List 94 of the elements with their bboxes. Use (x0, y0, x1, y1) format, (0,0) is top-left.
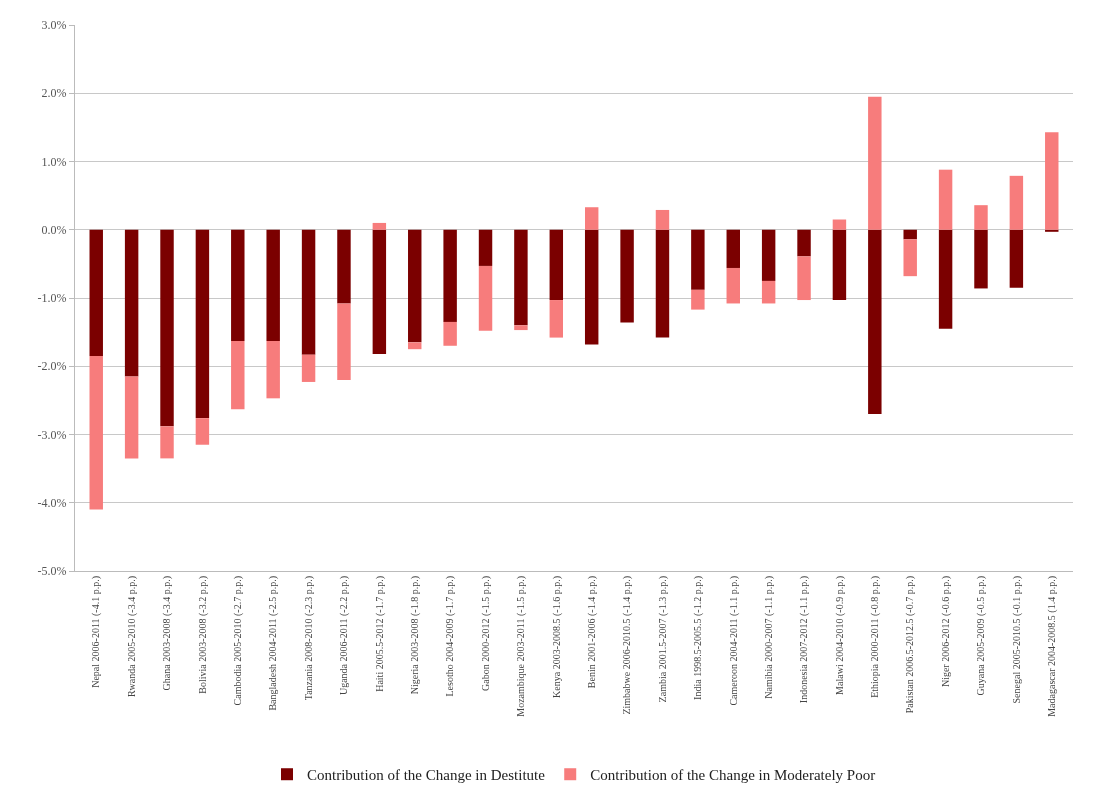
bar (584, 207, 599, 230)
x-tick-label: India 1998.5-2005.5 (-1.2 p.p.) (692, 576, 705, 700)
x-tick-label: Bangladesh 2004-2011 (-2.5 p.p.) (267, 576, 280, 711)
bar (691, 289, 705, 310)
bar (372, 229, 387, 354)
bar (938, 229, 953, 329)
x-tick-label: Gabon 2000-2012 (-1.5 p.p.) (479, 576, 492, 691)
bar (620, 229, 634, 323)
legend-label: Contribution of the Change in Moderately Poor (590, 767, 876, 784)
x-tick-label: Guyana 2005-2009 (-0.5 p.p.) (975, 576, 988, 696)
bar (726, 267, 740, 304)
bar (974, 229, 988, 289)
bar (549, 229, 564, 301)
y-tick-label: 1.0% (41, 154, 67, 169)
bar (761, 280, 776, 304)
bar (1009, 229, 1024, 288)
bar (160, 229, 174, 427)
bar (691, 229, 705, 290)
bar (337, 229, 351, 304)
x-tick-label: Niger 2006-2012 (-0.6 p.p.) (939, 576, 952, 688)
bar (266, 341, 280, 399)
x-tick-label: Ethiopia 2000-2011 (-0.8 p.p.) (869, 576, 882, 698)
bar (195, 229, 210, 419)
bar (797, 229, 811, 257)
bar (514, 325, 528, 331)
y-tick-label: -1.0% (37, 291, 67, 306)
x-tick-label: Cameroon 2004-2011 (-1.1 p.p.) (727, 576, 740, 706)
x-tick-label: Uganda 2006-2011 (-2.2 p.p.) (338, 576, 351, 696)
x-tick-label: Bolivia 2003-2008 (-3.2 p.p.) (196, 576, 209, 694)
x-tick-label: Senegal 2005-2010.5 (-0.1 p.p.) (1010, 576, 1023, 704)
x-tick-label: Malawi 2004-2010 (-0.9 p.p.) (833, 576, 846, 695)
bar (478, 265, 493, 331)
x-tick-label: Benin 2001-2006 (-1.4 p.p.) (585, 576, 598, 689)
bar (231, 229, 245, 341)
bar (124, 229, 139, 377)
bar (868, 96, 882, 230)
bar (868, 229, 882, 415)
y-tick-label: -2.0% (37, 359, 67, 374)
bar (372, 222, 387, 230)
bar (726, 229, 740, 268)
bar (797, 256, 811, 301)
x-tick-label: Haiti 2005.5-2012 (-1.7 p.p.) (373, 576, 386, 692)
bar (443, 229, 457, 322)
legend-label: Contribution of the Change in Destitute (307, 767, 546, 784)
bar (1009, 175, 1024, 230)
bar (301, 229, 316, 355)
bar (514, 229, 528, 326)
bar (832, 229, 847, 301)
x-tick-label: Ghana 2003-2008 (-3.4 p.p.) (161, 576, 174, 691)
bar (124, 376, 139, 459)
bar (655, 229, 670, 338)
bar (160, 426, 174, 459)
bar (195, 418, 210, 445)
bar (903, 229, 917, 240)
x-tick-label: Lesotho 2004-2009 (-1.7 p.p.) (444, 576, 457, 697)
bar (1045, 229, 1059, 232)
bar (89, 356, 103, 510)
x-tick-label: Cambodia 2005-2010 (-2.7 p.p.) (232, 576, 245, 706)
bar (1045, 132, 1059, 230)
bar (443, 321, 457, 346)
bar (408, 229, 422, 343)
x-tick-label: Pakistan 2006.5-2012.5 (-0.7 p.p.) (904, 576, 917, 714)
bar (655, 209, 670, 230)
bar (266, 229, 280, 341)
x-tick-label: Tanzania 2008-2010 (-2.3 p.p.) (302, 576, 315, 701)
x-tick-label: Nepal 2006-2011 (-4.1 p.p.) (90, 576, 103, 688)
y-tick-label: -5.0% (37, 564, 67, 579)
bar (408, 342, 422, 350)
x-tick-label: Zimbabwe 2006-2010.5 (-1.4 p.p.) (621, 576, 634, 715)
bar (337, 303, 351, 380)
bar (938, 169, 953, 230)
x-tick-label: Kenya 2003-2008.5 (-1.6 p.p.) (550, 576, 563, 698)
x-tick-label: Zambia 2001.5-2007 (-1.3 p.p.) (656, 576, 669, 703)
x-tick-label: Indonesia 2007-2012 (-1.1 p.p.) (798, 576, 811, 704)
y-tick-label: -3.0% (37, 427, 67, 442)
bar (89, 229, 103, 357)
x-tick-label: Mozambique 2003-2011 (-1.5 p.p.) (515, 576, 528, 717)
bar (903, 239, 917, 277)
bar (231, 341, 245, 410)
y-tick-label: -4.0% (37, 495, 67, 510)
y-tick-label: 2.0% (41, 86, 67, 101)
y-tick-label: 3.0% (41, 18, 67, 33)
bar (549, 300, 564, 338)
bar (974, 205, 988, 230)
x-tick-label: Madagascar 2004-2008.5 (1.4 p.p.) (1046, 576, 1059, 717)
bar (301, 354, 316, 382)
y-tick-label: 0.0% (41, 222, 67, 237)
bar (478, 229, 493, 266)
x-tick-label: Rwanda 2005-2010 (-3.4 p.p.) (125, 576, 138, 698)
bar (832, 219, 847, 230)
x-tick-label: Nigeria 2003-2008 (-1.8 p.p.) (408, 576, 421, 695)
bar (584, 229, 599, 345)
bar (761, 229, 776, 281)
x-tick-label: Namibia 2000-2007 (-1.1 p.p.) (762, 576, 775, 699)
